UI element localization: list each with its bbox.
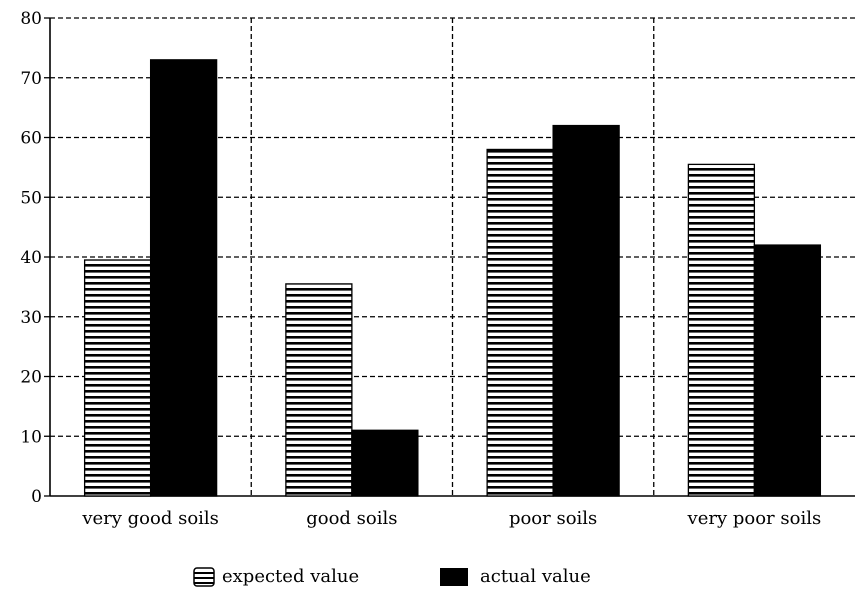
legend-label-actual: actual value [480,566,591,587]
bar-expected-3 [687,163,756,497]
y-tick-label-50: 50 [20,188,42,208]
legend-item-actual: actual value [440,566,591,587]
bar-actual-3 [753,244,822,497]
y-tick-label-20: 20 [20,368,42,388]
bar-expected-2 [486,148,554,497]
actual-value-swatch-icon [440,568,468,586]
axis-labels: 0 10 20 30 40 50 60 70 80 very good soils good soi… [20,9,821,529]
bar-actual-1 [351,429,419,497]
x-tick-label-0: very good soils [81,508,219,529]
bar-actual-2 [552,124,620,497]
expected-value-swatch-icon [193,567,215,587]
legend: expected value actual value [193,566,591,587]
y-tick-label-70: 70 [20,69,42,89]
bar-expected-1 [285,283,353,497]
bar-expected-0 [83,259,152,497]
legend-item-expected: expected value [193,566,359,587]
gridlines [50,17,855,496]
x-tick-label-2: poor soils [509,508,597,529]
y-tick-label-0: 0 [31,487,42,507]
y-tick-label-60: 60 [20,129,42,149]
legend-label-expected: expected value [222,566,359,587]
x-tick-label-1: good soils [306,508,397,529]
bars [83,59,822,497]
x-tick-label-3: very poor soils [687,508,822,529]
y-tick-label-80: 80 [20,9,42,29]
y-tick-label-10: 10 [20,427,42,447]
y-tick-label-30: 30 [20,308,42,328]
y-tick-label-40: 40 [20,248,42,268]
bar-actual-0 [149,59,218,497]
